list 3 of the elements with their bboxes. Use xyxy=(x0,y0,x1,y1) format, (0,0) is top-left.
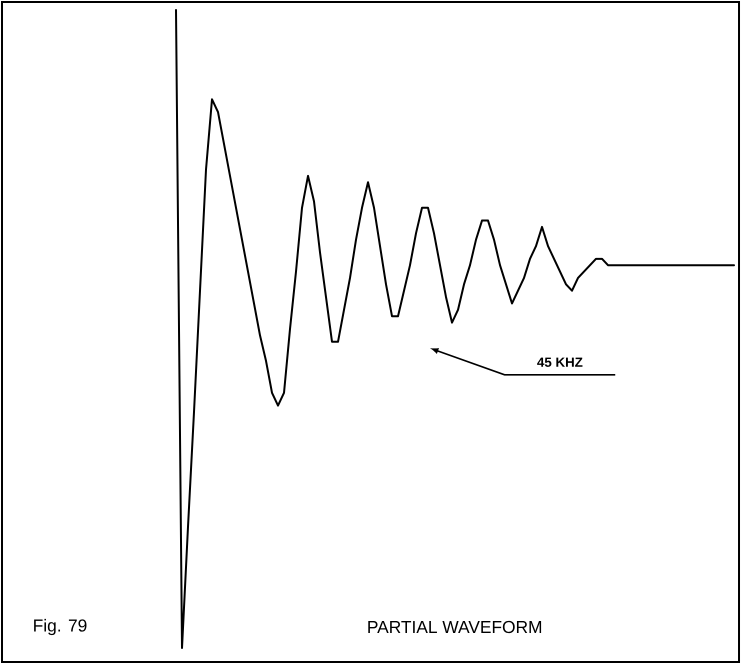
annotation: 45 KHZ xyxy=(537,358,582,367)
caption: Fig. 79 xyxy=(34,618,86,636)
text: PARTIAL WAVEFORM xyxy=(368,620,542,634)
